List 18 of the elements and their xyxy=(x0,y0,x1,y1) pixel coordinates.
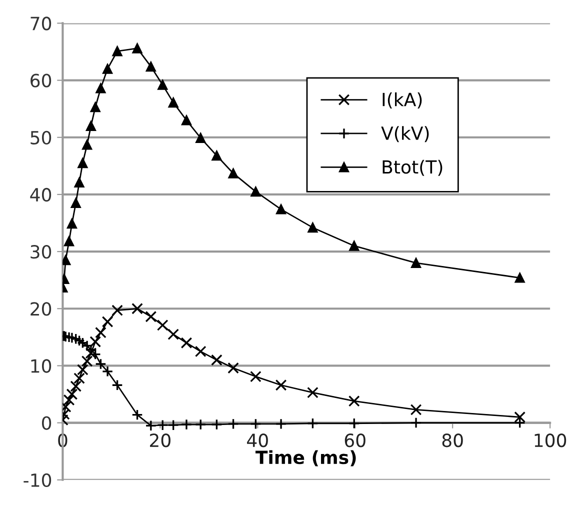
x-tick-label: 60 xyxy=(344,434,366,448)
y-tick-label: 0 xyxy=(42,416,52,430)
y-tick-label: -10 xyxy=(24,473,52,487)
y-tick-label: 60 xyxy=(30,74,52,88)
x-tick-label: 20 xyxy=(150,434,170,448)
legend-label: V(kV) xyxy=(381,126,429,142)
x-tick-label: 100 xyxy=(534,434,566,448)
legend-label: Btot(T) xyxy=(382,160,442,176)
y-tick-label: 40 xyxy=(30,188,52,202)
y-tick-label: 20 xyxy=(30,302,52,316)
legend-label: I(kA) xyxy=(382,92,422,108)
y-tick-label: 70 xyxy=(30,16,52,30)
y-tick-label: 50 xyxy=(30,130,52,144)
y-tick-label: 30 xyxy=(30,245,52,259)
y-tick-label: 10 xyxy=(31,359,52,373)
x-tick-label: 80 xyxy=(442,434,463,448)
x-tick-label: 40 xyxy=(247,434,268,448)
x-axis-title: Time (ms) xyxy=(256,450,356,466)
